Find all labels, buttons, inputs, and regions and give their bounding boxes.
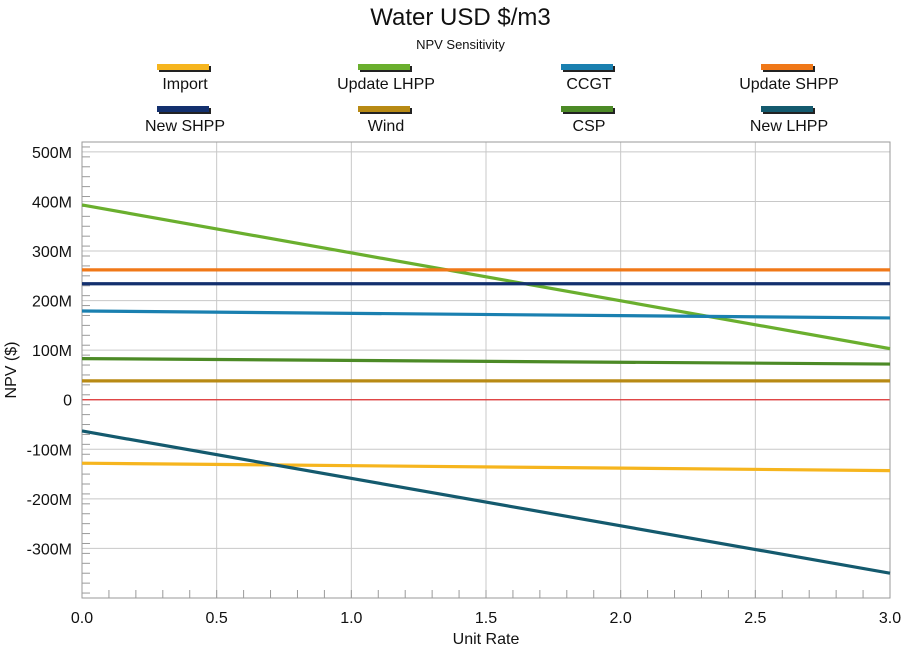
legend-swatch <box>561 106 613 112</box>
y-tick-label: -200M <box>27 492 72 509</box>
series-line-import <box>81 461 891 473</box>
legend-swatch <box>157 64 209 70</box>
x-tick-label: 2.5 <box>744 610 766 627</box>
legend-label: CCGT <box>566 76 612 93</box>
y-tick-label: 200M <box>32 294 72 311</box>
y-tick-label: 300M <box>32 244 72 261</box>
chart-title: Water USD $/m3 <box>370 4 551 31</box>
series-line-ccgt <box>81 309 891 320</box>
legend-label: Update LHPP <box>337 76 435 93</box>
plot-border <box>81 141 891 599</box>
x-tick-label: 2.0 <box>610 610 632 627</box>
legend-label: CSP <box>572 118 606 135</box>
y-tick-label: 400M <box>32 194 72 211</box>
chart-subtitle: NPV Sensitivity <box>416 37 505 52</box>
legend-swatch <box>761 64 813 70</box>
y-tick-label: 0 <box>63 393 72 410</box>
y-tick-label: 500M <box>32 145 72 162</box>
legend-label: Update SHPP <box>739 76 839 93</box>
y-tick-label: -300M <box>27 541 72 558</box>
legend-label: Wind <box>367 118 405 135</box>
series-line-new-lhpp <box>81 429 891 575</box>
y-tick-label: -100M <box>27 442 72 459</box>
x-tick-label: 1.0 <box>340 610 362 627</box>
x-tick-label: 0.5 <box>206 610 228 627</box>
legend-swatch <box>761 106 813 112</box>
x-tick-label: 0.0 <box>71 610 93 627</box>
y-axis-label: NPV ($) <box>3 342 20 399</box>
x-tick-label: 3.0 <box>879 610 901 627</box>
series-line-update-lhpp <box>81 203 891 351</box>
x-tick-label: 1.5 <box>475 610 497 627</box>
y-tick-label: 100M <box>32 343 72 360</box>
legend-swatch <box>358 64 410 70</box>
x-axis-label: Unit Rate <box>453 631 520 648</box>
legend-label: New LHPP <box>749 118 829 135</box>
series-line-csp <box>81 357 891 366</box>
legend-swatch <box>157 106 209 112</box>
legend-swatch <box>358 106 410 112</box>
legend-label: Import <box>162 76 208 93</box>
legend-label: New SHPP <box>144 118 226 135</box>
legend-swatch <box>561 64 613 70</box>
